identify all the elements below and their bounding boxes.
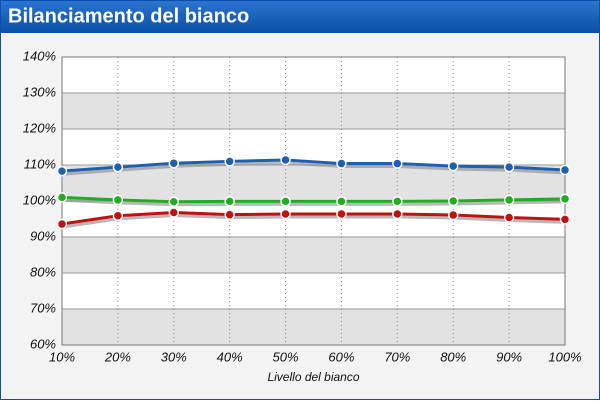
band <box>62 93 565 129</box>
y-tick-label: 140% <box>23 48 56 63</box>
data-point <box>56 218 68 230</box>
x-tick-label: 30% <box>161 349 187 364</box>
y-tick-label: 130% <box>23 84 56 99</box>
y-tick-label: 100% <box>23 192 56 207</box>
data-point <box>447 195 459 207</box>
band <box>62 237 565 273</box>
data-point <box>112 194 124 206</box>
data-point <box>56 165 68 177</box>
data-point <box>503 212 515 223</box>
data-point <box>56 192 68 203</box>
y-tick-label: 110% <box>24 156 56 171</box>
x-tick-label: 70% <box>384 349 410 364</box>
x-tick-label: 60% <box>328 349 354 364</box>
x-tick-label: 100% <box>548 349 581 364</box>
data-point <box>280 208 291 220</box>
data-point <box>392 208 403 220</box>
data-point <box>224 156 235 167</box>
y-tick-label: 90% <box>30 228 56 243</box>
line-shadow <box>62 161 567 176</box>
series-line <box>61 158 566 173</box>
y-tick-label: 120% <box>23 120 56 135</box>
y-tick-label: 70% <box>30 300 56 315</box>
header-title: Bilanciamento del bianco <box>8 5 249 27</box>
data-point <box>559 214 571 225</box>
x-tick-label: 50% <box>273 349 299 364</box>
x-axis-label: Livello del bianco <box>267 370 359 384</box>
x-tick-label: 90% <box>496 349 522 364</box>
data-point <box>559 164 571 176</box>
band <box>62 309 565 345</box>
line-shadow <box>62 214 567 229</box>
data-point <box>336 196 347 207</box>
x-tick-label: 20% <box>104 349 131 364</box>
data-point <box>224 209 235 220</box>
header-bar <box>0 0 600 33</box>
data-point <box>392 158 403 169</box>
y-tick-label: 80% <box>30 264 56 279</box>
series-line <box>61 211 566 226</box>
data-point <box>336 158 347 169</box>
y-tick-label: 60% <box>30 336 56 351</box>
data-point <box>503 194 515 206</box>
line-shadow <box>62 198 567 207</box>
data-point <box>447 209 459 221</box>
x-tick-label: 80% <box>440 349 466 364</box>
x-tick-label: 10% <box>49 349 75 364</box>
data-point <box>392 196 403 207</box>
data-point <box>280 196 291 207</box>
data-point <box>224 196 235 207</box>
data-point <box>168 207 180 218</box>
data-point <box>559 193 571 205</box>
data-point <box>112 210 124 222</box>
data-point <box>168 157 180 169</box>
data-point <box>168 196 180 207</box>
data-point <box>503 161 515 173</box>
data-point <box>280 154 291 166</box>
x-tick-label: 40% <box>217 349 243 364</box>
data-point <box>336 208 347 220</box>
series-line <box>61 195 566 204</box>
data-point <box>447 160 459 172</box>
data-point <box>112 161 124 173</box>
